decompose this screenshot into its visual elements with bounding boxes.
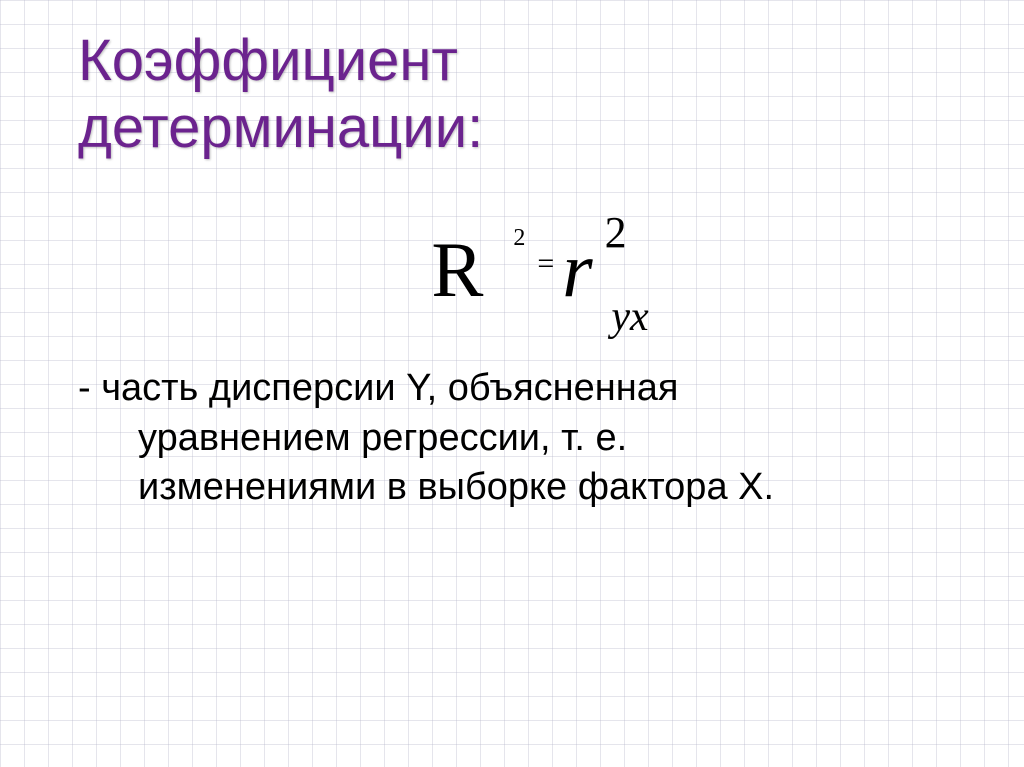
slide-container: Коэффициент детерминации: R 2 = r 2 yx -…	[0, 0, 1024, 767]
formula-inner: R 2 = r 2 yx	[431, 231, 592, 309]
formula-block: R 2 = r 2 yx	[78, 231, 946, 309]
slide-title: Коэффициент детерминации:	[78, 28, 946, 161]
title-line-1: Коэффициент	[78, 28, 458, 93]
slide-body-text: - часть дисперсии Y, объясненная уравнен…	[92, 364, 946, 512]
body-line-2: уравнением регрессии, т. е.	[138, 414, 946, 463]
formula-right-exponent: 2	[605, 207, 627, 258]
formula-equals: =	[537, 247, 554, 281]
formula-right-subscript: yx	[611, 293, 648, 341]
formula-left-base: R	[431, 226, 483, 313]
formula-left-exponent: 2	[513, 225, 525, 252]
title-line-2: детерминации:	[78, 95, 483, 160]
body-line-1: - часть дисперсии Y, объясненная	[78, 367, 679, 409]
formula-right: r 2 yx	[562, 231, 592, 309]
formula-left: R 2	[431, 231, 483, 309]
body-line-3: изменениями в выборке фактора X.	[138, 463, 946, 512]
formula-right-base: r	[562, 226, 592, 313]
